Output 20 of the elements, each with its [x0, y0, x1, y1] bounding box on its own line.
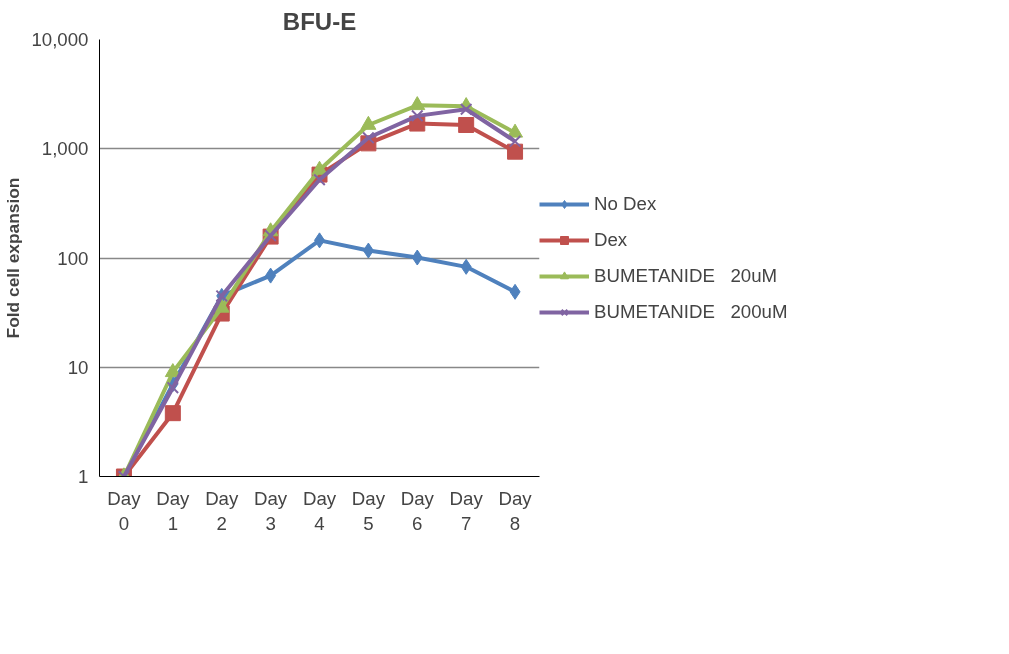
y-tick-label: 1: [78, 466, 89, 487]
y-tick-label: 1,000: [41, 138, 89, 160]
y-tick-label: 10: [67, 356, 89, 378]
x-tick-label: Day 3: [254, 487, 288, 534]
x-tick-label: Day 6: [400, 487, 435, 534]
x-tick-label: Day 0: [107, 487, 142, 534]
legend-label: BUMETANIDE 200uM: [594, 300, 788, 323]
x-tick-label: Day 2: [205, 487, 239, 534]
y-axis-title: Fold cell expansion: [3, 177, 24, 339]
legend-label: BUMETANIDE 20uM: [594, 264, 778, 287]
chart-title: BFU-E: [282, 7, 357, 35]
x-tick-label: Day 1: [156, 487, 191, 534]
y-tick-label: 100: [57, 247, 89, 269]
x-tick-label: Day 4: [302, 487, 337, 534]
y-tick-label: 10,000: [31, 29, 89, 50]
x-tick-label: Day 5: [351, 487, 386, 534]
x-tick-label: Day 8: [498, 487, 533, 534]
x-tick-label: Day 7: [449, 487, 484, 534]
legend-label: Dex: [594, 228, 628, 251]
legend-label: No Dex: [594, 192, 657, 215]
